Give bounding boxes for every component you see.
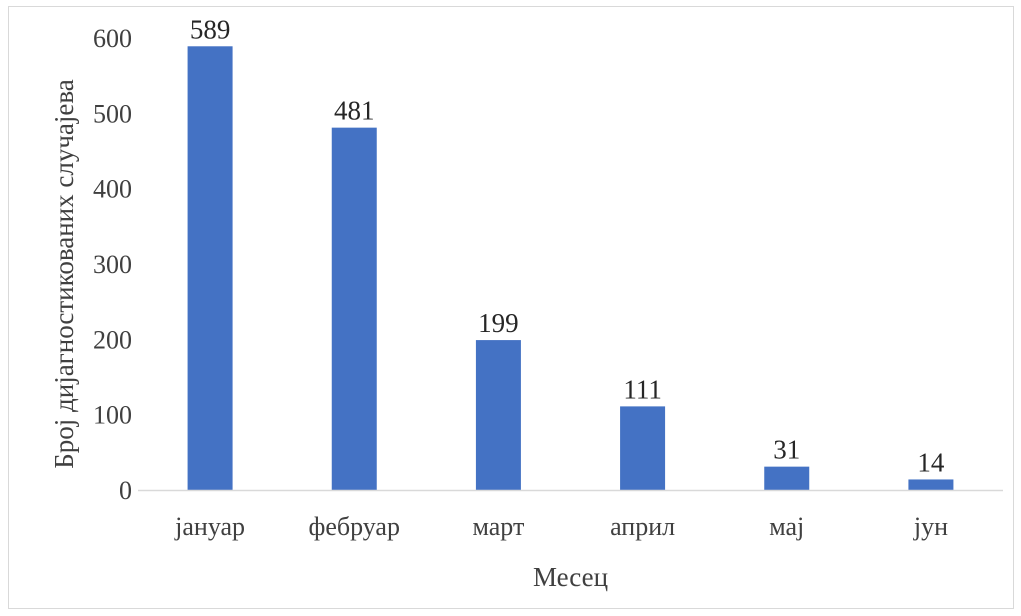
y-tick-label: 300 — [93, 250, 132, 279]
x-tick-label: март — [472, 512, 524, 541]
x-tick-labels: јануар фебруар март април мај јун — [174, 512, 948, 541]
data-label: 31 — [773, 435, 800, 465]
bar — [908, 479, 954, 490]
data-labels: 589 481 199 111 31 14 — [190, 14, 945, 477]
data-label: 199 — [478, 308, 519, 338]
x-tick-label: април — [610, 512, 675, 541]
y-axis-title: Број дијагностикованих случајева — [49, 79, 79, 469]
data-label: 14 — [917, 447, 945, 477]
x-tick-label: фебруар — [309, 512, 400, 541]
data-label: 111 — [623, 374, 662, 404]
y-tick-label: 600 — [93, 24, 132, 53]
y-tick-label: 100 — [93, 401, 132, 430]
bar — [620, 406, 666, 490]
bars — [187, 46, 954, 490]
y-tick-labels: 0 100 200 300 400 500 600 — [93, 24, 132, 505]
x-tick-label: јануар — [174, 512, 245, 541]
bar — [764, 466, 810, 490]
y-tick-label: 200 — [93, 325, 132, 354]
y-tick-label: 0 — [119, 476, 132, 505]
data-label: 589 — [190, 14, 231, 44]
x-tick-label: јун — [913, 512, 948, 541]
bar — [475, 340, 521, 490]
bar — [331, 127, 377, 490]
data-label: 481 — [334, 96, 375, 126]
x-axis-title: Месец — [533, 562, 608, 592]
y-tick-label: 500 — [93, 99, 132, 128]
chart-frame — [8, 6, 1014, 609]
x-tick-label: мај — [769, 512, 804, 541]
bar — [187, 46, 233, 490]
y-tick-label: 400 — [93, 175, 132, 204]
